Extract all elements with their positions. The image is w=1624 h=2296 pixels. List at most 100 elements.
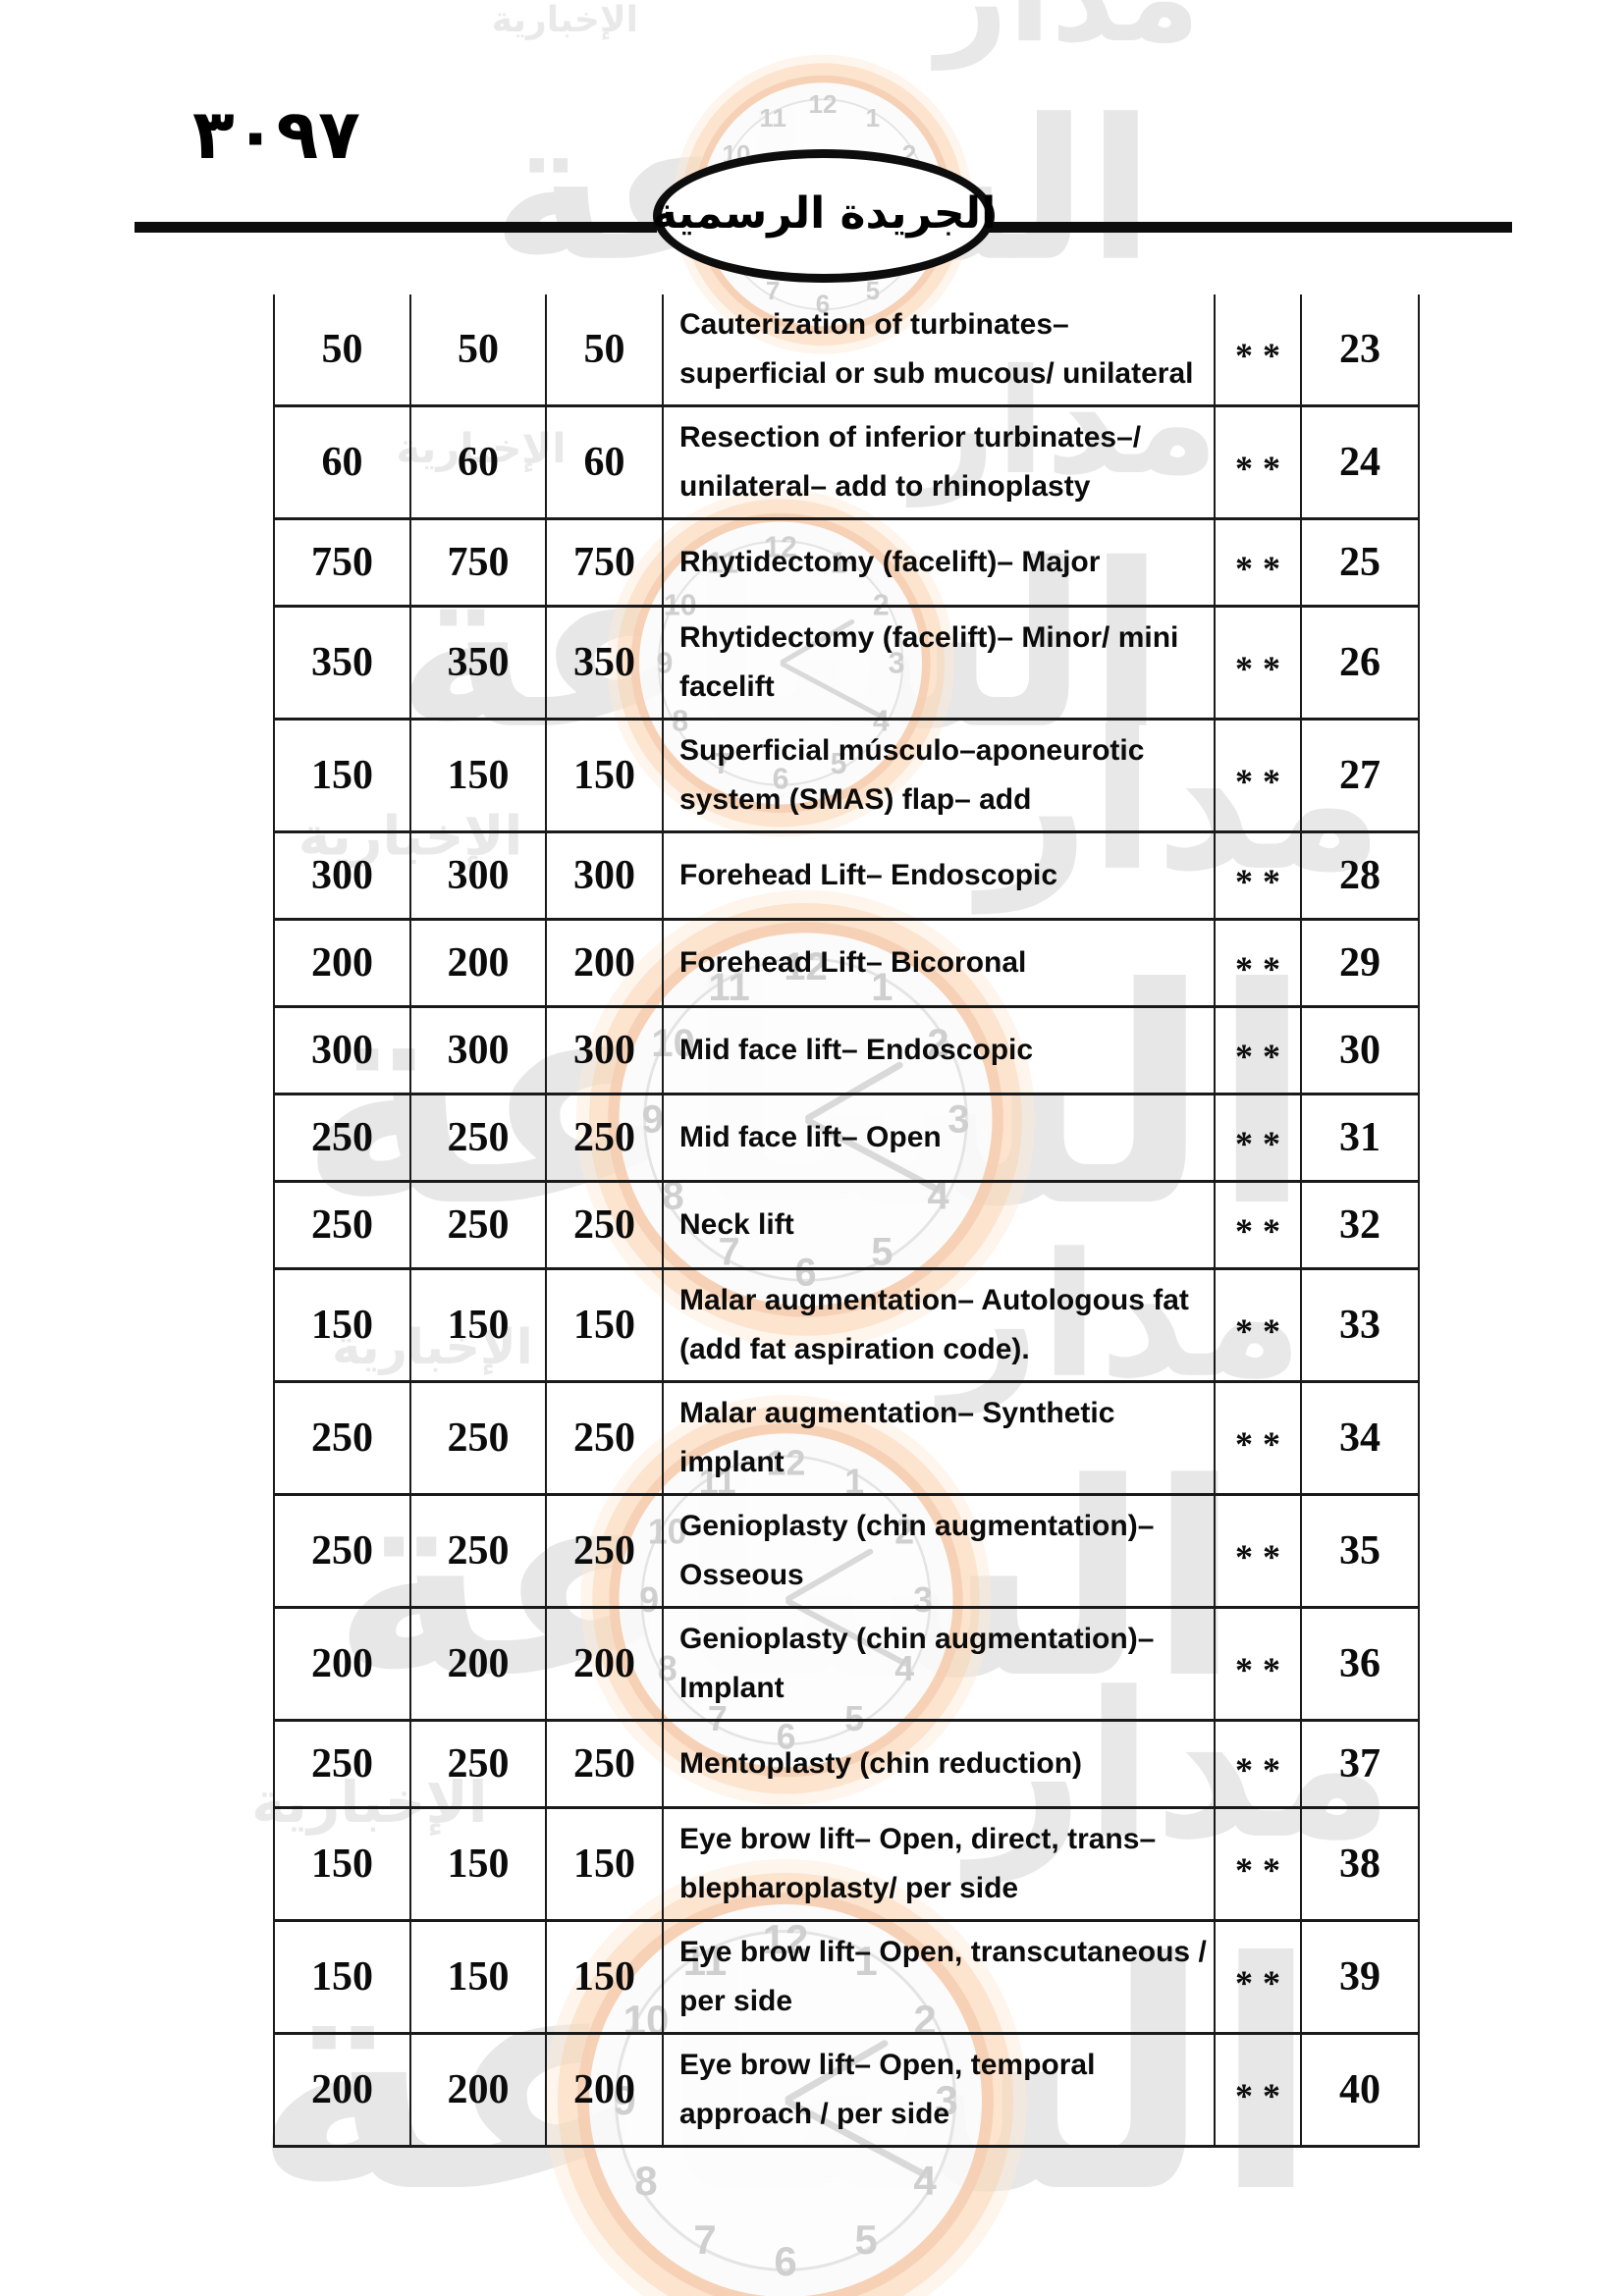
fee-cell-b: 150 [409,1806,547,1922]
fee-cell-a: 250 [273,1093,411,1183]
fee-cell-c: 200 [545,2032,664,2148]
gazette-badge: الجريدة الرسمية [652,149,996,283]
fee-cell-b: 150 [409,1267,547,1383]
fee-cell-b: 250 [409,1719,547,1809]
fee-cell-b: 50 [409,294,547,407]
fee-cell-a: 350 [273,605,411,721]
procedure-description-cell: Neck lift [662,1180,1216,1270]
fee-cell-a: 150 [273,718,411,833]
footnote-flag-cell: ** [1214,605,1302,721]
watermark-clock-number: 7 [693,2216,717,2264]
fee-cell-c: 150 [545,718,664,833]
fee-table-row: 150 150 150 Eye brow lift– Open, direct,… [273,1806,1420,1922]
footnote-flag-cell: ** [1214,517,1302,608]
procedure-code-cell: 40 [1300,2032,1420,2148]
watermark-clock-number: 4 [913,2158,937,2204]
fee-table-row: 200 200 200 Forehead Lift– Bicoronal ** … [273,918,1420,1008]
procedure-description-cell: Superficial músculo–aponeurotic system (… [662,718,1216,833]
fee-cell-b: 350 [409,605,547,721]
header-rule-left [135,222,657,233]
procedure-description-cell: Forehead Lift– Endoscopic [662,830,1216,921]
fee-cell-b: 60 [409,404,547,520]
header-rule-right [988,222,1512,233]
fee-cell-a: 60 [273,404,411,520]
footnote-flag-cell: ** [1214,718,1302,833]
procedure-description-cell: Rhytidectomy (facelift)– Major [662,517,1216,608]
watermark-clock-number: 11 [759,103,786,133]
page-number-arabic: ٣٠٩٧ [192,94,360,175]
fee-cell-a: 50 [273,294,411,407]
fee-cell-a: 250 [273,1380,411,1496]
fee-table-row: 150 150 150 Malar augmentation– Autologo… [273,1267,1420,1383]
footnote-flag-cell: ** [1214,404,1302,520]
fee-table-row: 750 750 750 Rhytidectomy (facelift)– Maj… [273,517,1420,608]
fee-cell-c: 60 [545,404,664,520]
fee-cell-c: 250 [545,1719,664,1809]
procedure-code-cell: 25 [1300,517,1420,608]
fee-cell-c: 150 [545,1919,664,2035]
fee-table-row: 150 150 150 Eye brow lift– Open, transcu… [273,1919,1420,2035]
fee-table-row: 50 50 50 Cauterization of turbinates– su… [273,294,1420,407]
fee-cell-b: 250 [409,1180,547,1270]
fee-cell-c: 150 [545,1267,664,1383]
watermark-clock-number: 5 [854,2216,878,2264]
procedure-description-cell: Mentoplasty (chin reduction) [662,1719,1216,1809]
procedure-code-cell: 35 [1300,1493,1420,1609]
fee-cell-a: 250 [273,1493,411,1609]
fee-cell-c: 250 [545,1493,664,1609]
watermark-clock-number: 12 [808,89,838,119]
fee-cell-a: 300 [273,1005,411,1095]
footnote-flag-cell: ** [1214,1606,1302,1722]
procedure-code-cell: 28 [1300,830,1420,921]
procedure-code-cell: 38 [1300,1806,1420,1922]
fee-cell-a: 200 [273,2032,411,2148]
fee-cell-b: 750 [409,517,547,608]
fee-table-row: 250 250 250 Neck lift ** 32 [273,1180,1420,1270]
procedure-code-cell: 36 [1300,1606,1420,1722]
footnote-flag-cell: ** [1214,1806,1302,1922]
procedure-code-cell: 23 [1300,294,1420,407]
fee-cell-a: 150 [273,1267,411,1383]
procedure-code-cell: 29 [1300,918,1420,1008]
fee-cell-a: 150 [273,1919,411,2035]
procedure-code-cell: 33 [1300,1267,1420,1383]
procedure-description-cell: Eye brow lift– Open, direct, trans–bleph… [662,1806,1216,1922]
procedure-description-cell: Malar augmentation– Autologous fat (add … [662,1267,1216,1383]
fee-table-row: 200 200 200 Eye brow lift– Open, tempora… [273,2032,1420,2148]
procedure-code-cell: 27 [1300,718,1420,833]
fee-cell-b: 300 [409,830,547,921]
procedure-code-cell: 39 [1300,1919,1420,2035]
fee-cell-c: 200 [545,918,664,1008]
fee-cell-c: 250 [545,1380,664,1496]
fee-cell-c: 300 [545,1005,664,1095]
fee-cell-b: 250 [409,1380,547,1496]
procedure-description-cell: Genioplasty (chin augmentation)– Implant [662,1606,1216,1722]
footnote-flag-cell: ** [1214,1380,1302,1496]
fee-table-row: 200 200 200 Genioplasty (chin augmentati… [273,1606,1420,1722]
fee-table-row: 250 250 250 Mentoplasty (chin reduction)… [273,1719,1420,1809]
fee-cell-b: 150 [409,718,547,833]
fee-table-body: 50 50 50 Cauterization of turbinates– su… [273,294,1420,2148]
watermark-clock-number: 1 [865,103,881,133]
fee-cell-c: 250 [545,1180,664,1270]
footnote-flag-cell: ** [1214,1093,1302,1183]
procedure-code-cell: 32 [1300,1180,1420,1270]
footnote-flag-cell: ** [1214,1267,1302,1383]
watermark-word-madar: مدار [937,0,1201,60]
fee-cell-c: 350 [545,605,664,721]
footnote-flag-cell: ** [1214,1919,1302,2035]
procedure-description-cell: Eye brow lift– Open, temporal approach /… [662,2032,1216,2148]
fee-cell-b: 200 [409,918,547,1008]
procedure-description-cell: Forehead Lift– Bicoronal [662,918,1216,1008]
fee-cell-c: 250 [545,1093,664,1183]
watermark-clock-number: 6 [774,2238,797,2284]
fee-table-row: 300 300 300 Mid face lift– Endoscopic **… [273,1005,1420,1095]
procedure-code-cell: 34 [1300,1380,1420,1496]
fee-cell-a: 200 [273,918,411,1008]
fee-table-row: 60 60 60 Resection of inferior turbinate… [273,404,1420,520]
procedure-description-cell: Mid face lift– Endoscopic [662,1005,1216,1095]
fee-cell-a: 750 [273,517,411,608]
procedure-description-cell: Eye brow lift– Open, transcutaneous / pe… [662,1919,1216,2035]
footnote-flag-cell: ** [1214,1719,1302,1809]
